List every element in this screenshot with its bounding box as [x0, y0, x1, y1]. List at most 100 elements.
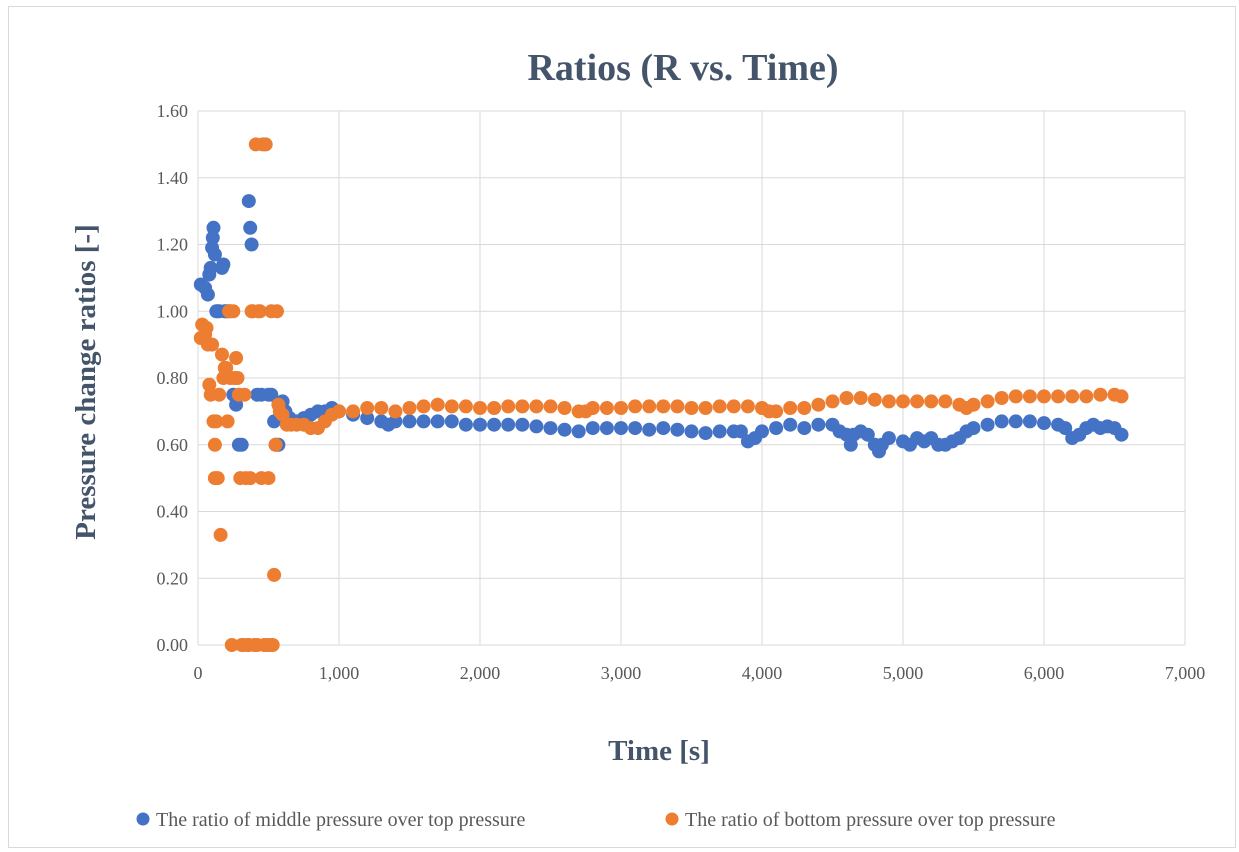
y-tick-label: 0.40 — [157, 502, 189, 522]
data-point — [444, 399, 459, 414]
data-point — [264, 387, 279, 402]
data-point — [1114, 389, 1129, 404]
data-point — [515, 417, 530, 432]
data-point — [261, 471, 276, 486]
data-point — [797, 421, 812, 436]
legend-marker-middle — [136, 812, 150, 826]
data-point — [811, 417, 826, 432]
data-point — [614, 401, 628, 415]
y-tick-label: 0.20 — [157, 568, 189, 588]
data-point — [811, 397, 826, 412]
data-point — [670, 399, 685, 414]
data-point — [388, 404, 403, 419]
data-point — [253, 304, 267, 319]
data-point — [203, 260, 218, 275]
data-point — [206, 220, 221, 235]
data-point — [557, 401, 572, 415]
data-point — [258, 137, 273, 152]
data-point — [487, 401, 502, 415]
data-point — [1008, 389, 1023, 404]
y-tick-label: 0.60 — [157, 435, 189, 455]
y-tick-label: 0.00 — [157, 635, 189, 655]
data-point — [1008, 414, 1023, 429]
data-point — [1022, 414, 1037, 429]
data-point — [416, 399, 431, 414]
data-point — [332, 404, 346, 419]
data-point — [938, 394, 953, 409]
data-point — [360, 411, 375, 426]
data-point — [585, 421, 600, 436]
data-point — [360, 401, 375, 415]
x-tick-label: 2,000 — [460, 663, 501, 683]
data-point — [388, 414, 403, 429]
data-point — [839, 391, 854, 405]
legend-label-middle: The ratio of middle pressure over top pr… — [156, 809, 525, 831]
data-point — [1079, 389, 1094, 404]
chart-frame: Ratios (R vs. Time) 0.00 0.20 0.40 0.60 0.80… — [8, 6, 1236, 848]
data-point — [853, 391, 868, 405]
points-layer — [193, 137, 1129, 652]
data-point — [267, 567, 282, 582]
data-point — [585, 401, 600, 415]
data-point — [243, 220, 258, 235]
data-point — [769, 421, 784, 436]
x-tick-label: 3,000 — [601, 663, 642, 683]
data-point — [740, 399, 755, 414]
data-point — [1065, 389, 1080, 404]
data-point — [1093, 387, 1108, 402]
data-point — [243, 471, 258, 486]
data-point — [1037, 416, 1051, 431]
y-tick-label: 1.00 — [157, 301, 189, 321]
data-point — [416, 414, 431, 429]
data-point — [797, 401, 812, 415]
data-point — [216, 257, 231, 272]
x-tick-label: 5,000 — [883, 663, 924, 683]
data-point — [207, 247, 222, 262]
data-point — [994, 414, 1009, 429]
data-point — [1058, 421, 1073, 436]
x-axis-title: Time [s] — [608, 735, 710, 767]
data-point — [769, 404, 784, 419]
data-point — [430, 397, 445, 412]
grid-layer — [197, 110, 1186, 646]
data-point — [210, 471, 225, 486]
data-point — [642, 399, 657, 414]
data-point — [980, 417, 995, 432]
x-tick-label: 0 — [194, 663, 203, 683]
data-point — [199, 320, 214, 335]
data-point — [628, 421, 643, 436]
data-point — [374, 401, 389, 415]
data-point — [487, 417, 502, 432]
data-point — [241, 194, 256, 209]
chart-svg: Ratios (R vs. Time) 0.00 0.20 0.40 0.60 0.80… — [70, 47, 1205, 831]
data-point — [213, 527, 228, 542]
data-point — [1114, 427, 1129, 442]
data-point — [825, 394, 840, 409]
data-point — [1051, 389, 1066, 404]
y-tick-label: 1.20 — [157, 235, 189, 255]
y-axis-title: Pressure change ratios [-] — [70, 224, 102, 539]
series-0 — [193, 194, 1129, 459]
data-point — [867, 392, 882, 407]
data-point — [265, 638, 280, 652]
y-tick-label: 1.60 — [157, 101, 189, 121]
data-point — [783, 417, 798, 432]
data-point — [515, 399, 530, 414]
data-point — [209, 414, 224, 429]
data-point — [458, 417, 473, 432]
legend: The ratio of middle pressure over top pr… — [136, 809, 1056, 831]
data-point — [402, 414, 417, 429]
x-tick-label: 6,000 — [1024, 663, 1065, 683]
data-point — [501, 417, 516, 432]
data-point — [501, 399, 516, 414]
data-point — [230, 371, 245, 385]
data-point — [205, 230, 220, 245]
data-point — [726, 399, 741, 414]
data-point — [237, 387, 252, 402]
data-point — [994, 391, 1009, 405]
data-point — [205, 337, 220, 352]
data-point — [268, 437, 283, 452]
legend-marker-bottom — [665, 812, 679, 826]
data-point — [656, 421, 671, 436]
data-point — [207, 437, 222, 452]
